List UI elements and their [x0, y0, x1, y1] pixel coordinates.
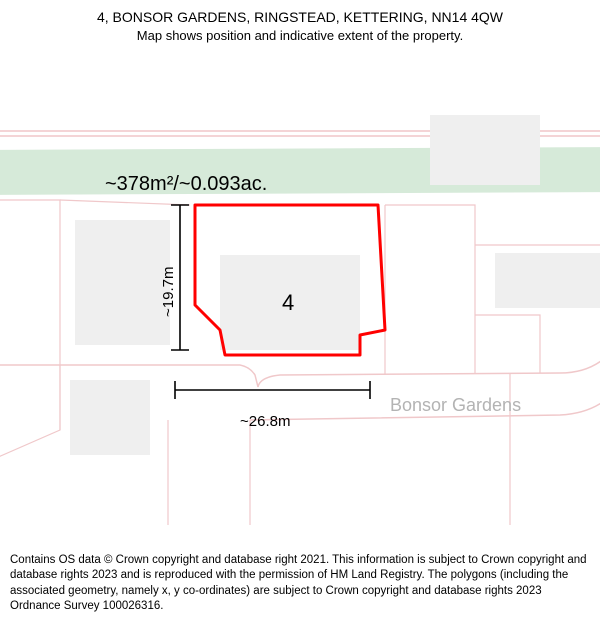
map-svg: [0, 55, 600, 525]
house-number-label: 4: [282, 290, 294, 316]
width-dimension-label: ~26.8m: [240, 413, 290, 430]
header-title: 4, BONSOR GARDENS, RINGSTEAD, KETTERING,…: [0, 8, 600, 27]
footer-copyright: Contains OS data © Crown copyright and d…: [10, 553, 590, 615]
page-root: 4, BONSOR GARDENS, RINGSTEAD, KETTERING,…: [0, 0, 600, 625]
header-subtitle: Map shows position and indicative extent…: [0, 27, 600, 45]
street-name-label: Bonsor Gardens: [390, 395, 521, 416]
header: 4, BONSOR GARDENS, RINGSTEAD, KETTERING,…: [0, 8, 600, 44]
height-dimension-label: ~19.7m: [160, 267, 177, 317]
area-label: ~378m²/~0.093ac.: [105, 173, 267, 196]
map-viewport: ~378m²/~0.093ac. ~26.8m ~19.7m 4 Bonsor …: [0, 55, 600, 525]
